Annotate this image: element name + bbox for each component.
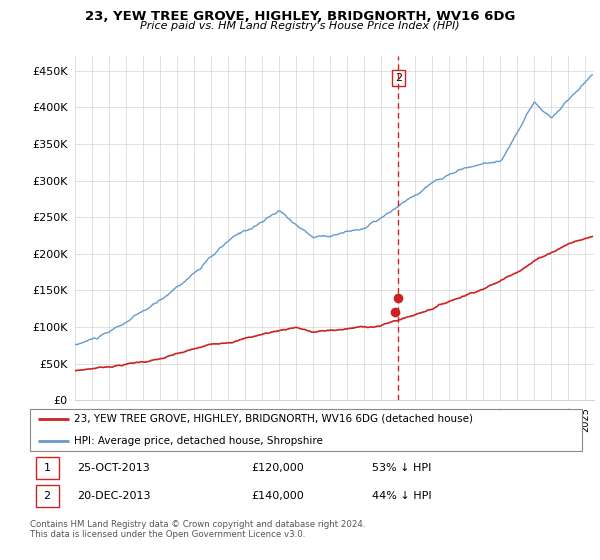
Text: 23, YEW TREE GROVE, HIGHLEY, BRIDGNORTH, WV16 6DG (detached house): 23, YEW TREE GROVE, HIGHLEY, BRIDGNORTH,…	[74, 414, 473, 424]
Text: 25-OCT-2013: 25-OCT-2013	[77, 463, 149, 473]
Text: Price paid vs. HM Land Registry's House Price Index (HPI): Price paid vs. HM Land Registry's House …	[140, 21, 460, 31]
Text: 2: 2	[395, 73, 402, 83]
Text: £140,000: £140,000	[251, 491, 304, 501]
FancyBboxPatch shape	[30, 409, 582, 451]
Text: 2: 2	[44, 491, 50, 501]
Text: 23, YEW TREE GROVE, HIGHLEY, BRIDGNORTH, WV16 6DG: 23, YEW TREE GROVE, HIGHLEY, BRIDGNORTH,…	[85, 10, 515, 22]
Text: 44% ↓ HPI: 44% ↓ HPI	[372, 491, 432, 501]
Text: 1: 1	[44, 463, 50, 473]
Text: 20-DEC-2013: 20-DEC-2013	[77, 491, 151, 501]
FancyBboxPatch shape	[35, 485, 59, 507]
Text: 53% ↓ HPI: 53% ↓ HPI	[372, 463, 431, 473]
Text: Contains HM Land Registry data © Crown copyright and database right 2024.
This d: Contains HM Land Registry data © Crown c…	[30, 520, 365, 539]
FancyBboxPatch shape	[35, 457, 59, 479]
Text: £120,000: £120,000	[251, 463, 304, 473]
Text: HPI: Average price, detached house, Shropshire: HPI: Average price, detached house, Shro…	[74, 436, 323, 446]
